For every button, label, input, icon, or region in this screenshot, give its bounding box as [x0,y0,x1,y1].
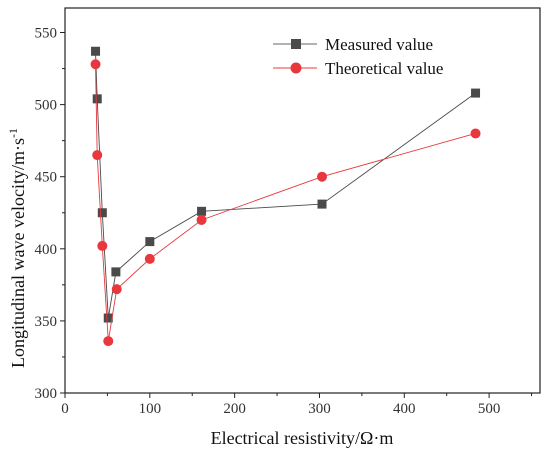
x-tick-label: 300 [308,401,331,417]
x-tick-label: 500 [478,401,501,417]
plot-frame [64,7,541,394]
y-axis-title: Longitudinal wave velocity/m·s-1 [6,128,28,368]
data-point-theoretical [92,150,103,161]
y-tick-label: 500 [35,98,58,114]
data-point-theoretical [103,336,114,347]
legend-label-measured: Measured value [325,35,433,54]
data-point-theoretical [470,128,481,139]
data-point-theoretical [111,284,122,295]
y-tick-label: 400 [35,242,58,258]
data-point-measured [197,206,207,216]
y-tick-label: 300 [35,386,58,402]
data-point-theoretical [144,253,155,264]
series-line-theoretical [95,64,476,342]
data-point-theoretical [97,240,108,251]
y-tick-label: 550 [35,26,58,42]
legend-marker-theoretical [290,62,302,74]
data-point-measured [471,88,481,98]
y-axis-title-superscript: -1 [6,128,20,138]
x-tick-label: 0 [61,401,69,417]
data-point-measured [91,46,101,56]
data-point-theoretical [317,171,328,182]
data-point-theoretical [90,59,101,70]
series-line-measured [95,51,476,319]
plot-area: 0 100 200 300 400 500 300 350 400 450 500 550 [35,7,541,417]
legend: Measured value Theoretical value [273,35,443,78]
data-point-measured [92,94,102,104]
data-point-measured [103,313,113,323]
x-axis-title: Electrical resistivity/Ω·m [211,428,394,448]
y-tick-label: 450 [35,170,58,186]
data-point-measured [145,237,155,247]
data-point-theoretical [196,214,207,225]
data-point-measured [111,267,121,277]
y-axis-title-main: Longitudinal wave velocity/m·s [8,138,28,368]
x-tick-label: 200 [223,401,246,417]
data-point-measured [317,199,327,209]
x-tick-label: 400 [393,401,416,417]
legend-marker-measured [291,39,301,49]
x-tick-label: 100 [139,401,162,417]
y-tick-label: 350 [35,314,58,330]
data-point-measured [97,208,107,218]
legend-label-theoretical: Theoretical value [325,59,443,78]
